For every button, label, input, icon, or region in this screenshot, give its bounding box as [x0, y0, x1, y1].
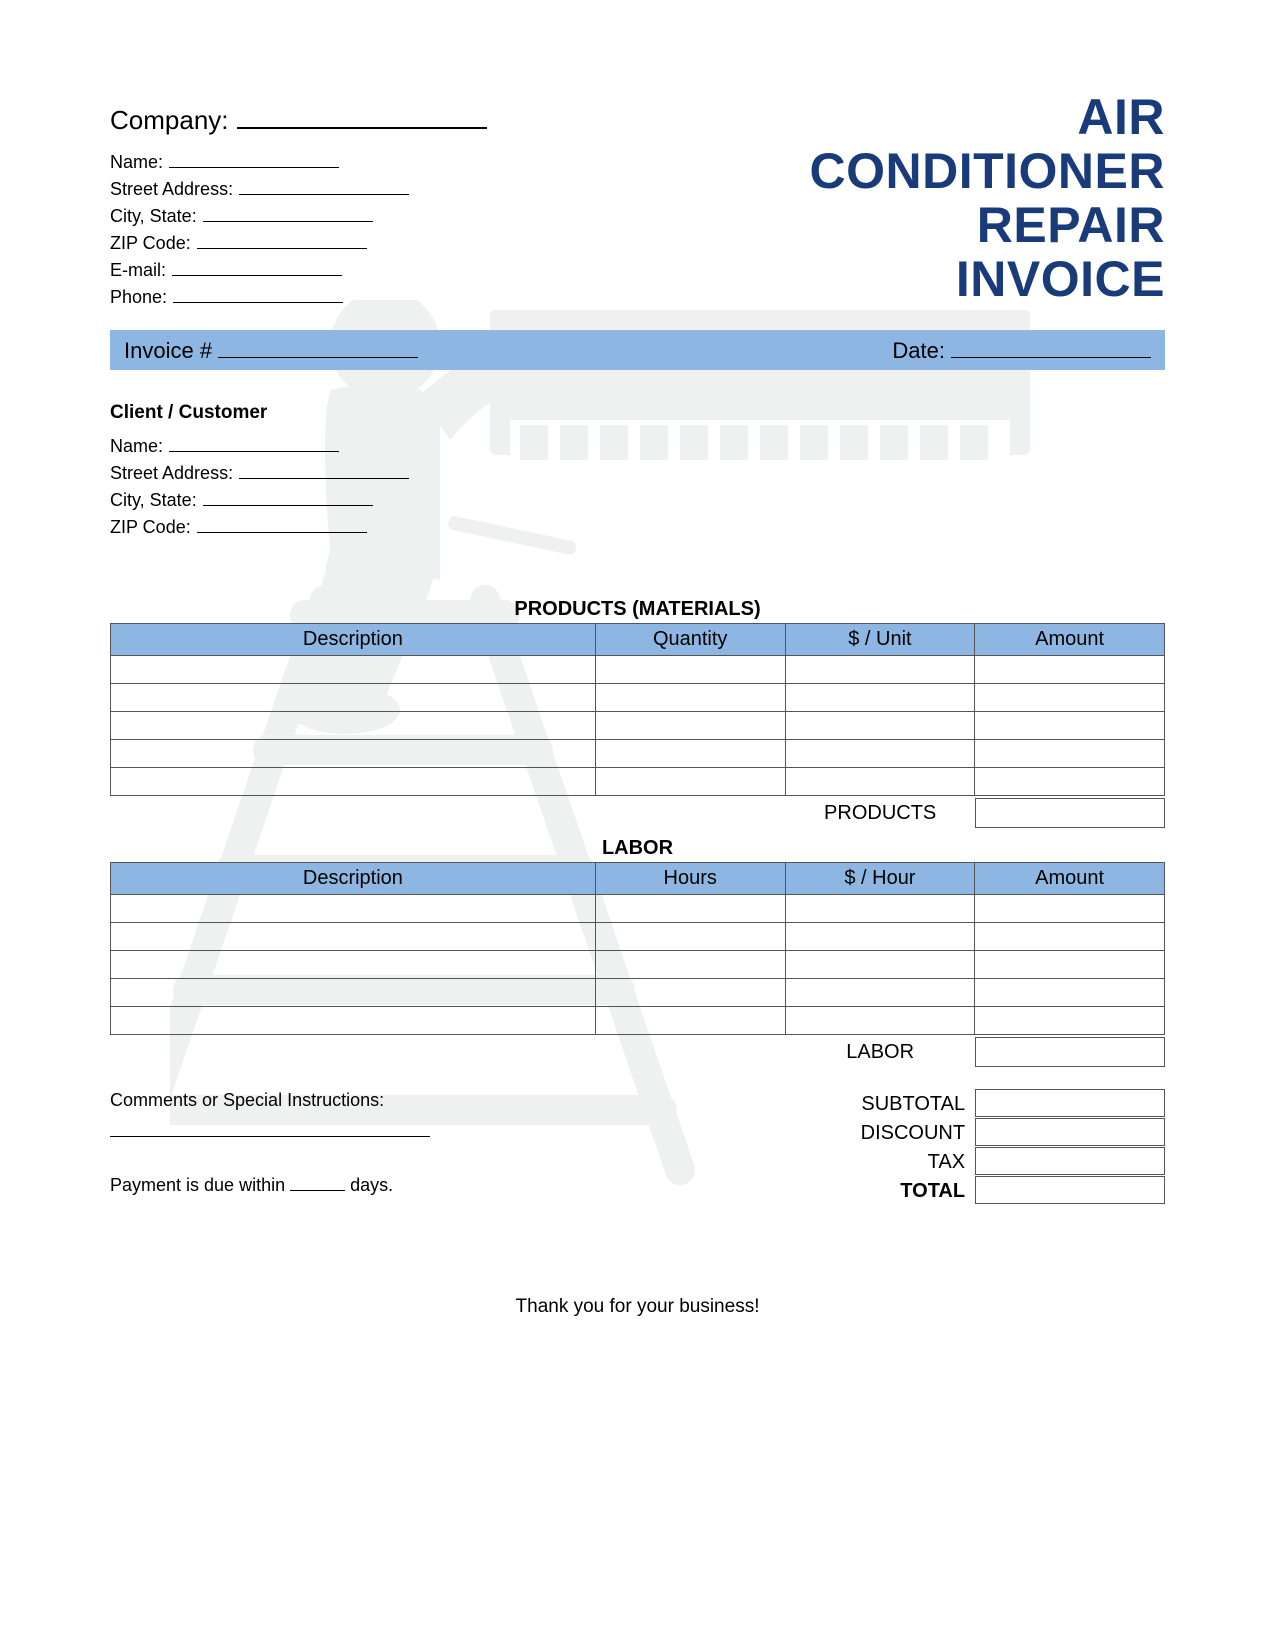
invoice-title: AIR CONDITIONER REPAIR INVOICE	[810, 90, 1166, 306]
products-col-quantity: Quantity	[595, 623, 785, 655]
company-field-label: Phone:	[110, 287, 167, 308]
table-row	[111, 950, 1165, 978]
products-col-description: Description	[111, 623, 596, 655]
company-phone-field[interactable]	[173, 285, 343, 303]
client-heading: Client / Customer	[110, 402, 1165, 424]
labor-col-description: Description	[111, 862, 596, 894]
client-name-field[interactable]	[169, 434, 339, 452]
subtotal-label: SUBTOTAL	[785, 1090, 975, 1119]
products-subtotal-box[interactable]	[975, 798, 1165, 828]
discount-box[interactable]	[975, 1118, 1165, 1146]
table-row	[111, 1006, 1165, 1034]
products-col-unit: $ / Unit	[785, 623, 975, 655]
company-street-field[interactable]	[239, 177, 409, 195]
invoice-date-label: Date:	[892, 338, 945, 364]
table-row	[111, 767, 1165, 795]
invoice-info-bar: Invoice # Date:	[110, 330, 1165, 370]
company-field-label: City, State:	[110, 206, 197, 227]
client-field-label: ZIP Code:	[110, 517, 191, 538]
client-zip-field[interactable]	[197, 515, 367, 533]
table-row	[111, 711, 1165, 739]
products-tbody	[111, 655, 1165, 795]
client-field-label: Name:	[110, 436, 163, 457]
company-name-input[interactable]	[237, 100, 487, 129]
table-row	[111, 978, 1165, 1006]
products-subtotal-label: PRODUCTS	[785, 798, 975, 829]
invoice-number-input[interactable]	[218, 336, 418, 358]
company-field-label: E-mail:	[110, 260, 166, 281]
labor-col-hours: Hours	[595, 862, 785, 894]
labor-section-title: LABOR	[110, 837, 1165, 860]
company-city-field[interactable]	[203, 204, 373, 222]
client-city-field[interactable]	[203, 488, 373, 506]
labor-tbody	[111, 894, 1165, 1034]
payment-days-input[interactable]	[290, 1173, 345, 1191]
labor-col-amount: Amount	[975, 862, 1165, 894]
table-row	[111, 739, 1165, 767]
client-block: Client / Customer Name: Street Address: …	[110, 402, 1165, 538]
labor-subtotal-label: LABOR	[785, 1037, 975, 1068]
table-row	[111, 922, 1165, 950]
tax-label: TAX	[785, 1148, 975, 1177]
subtotal-box[interactable]	[975, 1089, 1165, 1117]
client-field-label: City, State:	[110, 490, 197, 511]
labor-col-rate: $ / Hour	[785, 862, 975, 894]
company-email-field[interactable]	[172, 258, 342, 276]
thank-you-message: Thank you for your business!	[110, 1296, 1165, 1318]
client-field-label: Street Address:	[110, 463, 233, 484]
company-zip-field[interactable]	[197, 231, 367, 249]
payment-terms: Payment is due within days.	[110, 1173, 785, 1196]
total-label: TOTAL	[785, 1177, 975, 1206]
company-field-label: Name:	[110, 152, 163, 173]
labor-subtotal-box[interactable]	[975, 1037, 1165, 1067]
invoice-date-input[interactable]	[951, 336, 1151, 358]
company-block: Company: Name: Street Address: City, Sta…	[110, 100, 810, 312]
client-street-field[interactable]	[239, 461, 409, 479]
discount-label: DISCOUNT	[785, 1119, 975, 1148]
total-box[interactable]	[975, 1176, 1165, 1204]
products-col-amount: Amount	[975, 623, 1165, 655]
labor-table: Description Hours $ / Hour Amount	[110, 862, 1165, 1035]
company-field-label: ZIP Code:	[110, 233, 191, 254]
table-row	[111, 655, 1165, 683]
totals-block: SUBTOTAL DISCOUNT TAX TOTAL	[785, 1090, 1165, 1206]
company-heading-label: Company:	[110, 105, 229, 136]
company-name-field[interactable]	[169, 150, 339, 168]
table-row	[111, 894, 1165, 922]
tax-box[interactable]	[975, 1147, 1165, 1175]
comments-label: Comments or Special Instructions:	[110, 1090, 785, 1111]
products-table: Description Quantity $ / Unit Amount	[110, 623, 1165, 796]
comments-input[interactable]	[110, 1113, 430, 1137]
invoice-number-label: Invoice #	[124, 338, 212, 364]
products-section-title: PRODUCTS (MATERIALS)	[110, 598, 1165, 621]
table-row	[111, 683, 1165, 711]
company-field-label: Street Address:	[110, 179, 233, 200]
